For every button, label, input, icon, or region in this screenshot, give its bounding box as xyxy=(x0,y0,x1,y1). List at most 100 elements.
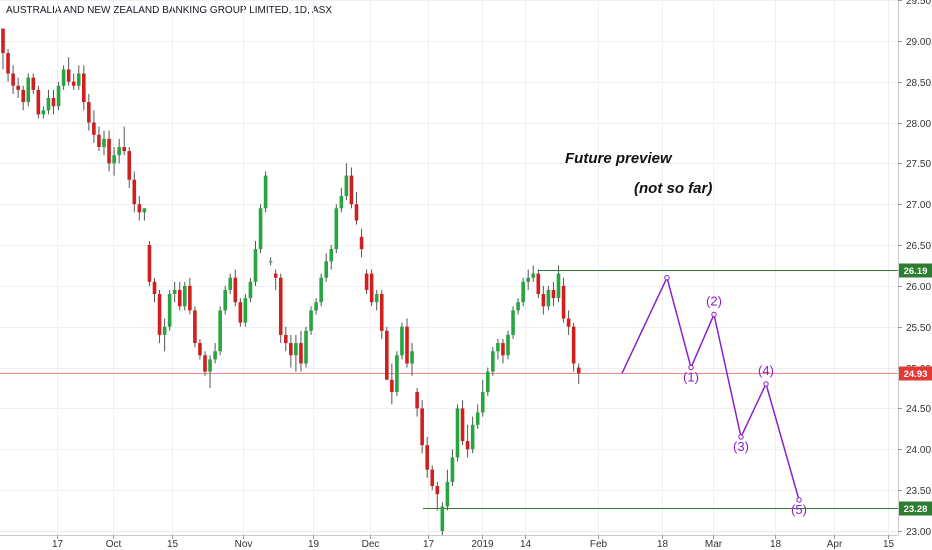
candle-up xyxy=(526,269,530,290)
candle-down xyxy=(420,400,424,454)
candle-down xyxy=(1,28,5,70)
y-tick-label: 23.00 xyxy=(906,527,931,538)
candle-body xyxy=(551,289,556,299)
chart-title: AUSTRALIA AND NEW ZEALAND BANKING GROUP … xyxy=(6,5,333,16)
candle-body xyxy=(435,485,440,495)
y-tick-label: 26.00 xyxy=(906,282,931,293)
candle-body xyxy=(395,355,399,393)
candle-down xyxy=(177,281,182,311)
price-tag-current: 24.93 xyxy=(899,366,932,381)
candle-up xyxy=(334,204,339,254)
y-tick-label: 29.00 xyxy=(906,37,931,48)
wave-label: (1) xyxy=(683,370,699,385)
candle-down xyxy=(541,285,546,315)
candle-body xyxy=(304,330,308,364)
candle-body xyxy=(152,281,157,295)
candle-up xyxy=(56,81,61,111)
candle-body xyxy=(450,457,455,482)
candle-body xyxy=(71,81,76,86)
candle-body xyxy=(61,69,66,86)
candle-body xyxy=(359,236,364,250)
price-tag-text: 23.28 xyxy=(904,504,928,515)
candle-down xyxy=(137,196,142,221)
annotation-text: (not so far) xyxy=(634,180,712,197)
candle-body xyxy=(541,294,546,307)
candle-up xyxy=(455,404,460,462)
candle-body xyxy=(248,281,253,299)
candle-body xyxy=(31,77,36,90)
candle-up xyxy=(183,281,187,311)
candle-up xyxy=(556,265,561,303)
candle-body xyxy=(390,379,394,393)
candle-up xyxy=(531,265,536,282)
x-tick-label: Nov xyxy=(235,539,253,550)
y-tick-label: 26.50 xyxy=(906,241,931,252)
candle-up xyxy=(480,379,485,417)
candle-up xyxy=(117,138,121,164)
candle-body xyxy=(430,469,435,486)
candle-down xyxy=(233,269,238,307)
candle-body xyxy=(314,302,318,311)
candle-body xyxy=(147,245,152,282)
candle-down xyxy=(349,167,354,209)
candle-down xyxy=(405,318,409,368)
candle-body xyxy=(400,326,404,356)
candle-up xyxy=(294,334,298,372)
candle-down xyxy=(460,400,465,446)
candle-up xyxy=(223,285,227,315)
candle-down xyxy=(127,147,132,188)
candle-up xyxy=(486,367,490,397)
candle-body xyxy=(107,138,111,164)
y-tick-label: 24.50 xyxy=(906,404,931,415)
x-tick-label: 17 xyxy=(52,539,64,550)
candle-up xyxy=(410,343,414,376)
candle-body xyxy=(556,273,561,299)
candle-up xyxy=(213,343,217,364)
candle-body xyxy=(16,85,20,90)
candle-body xyxy=(480,392,485,413)
candle-down xyxy=(536,269,541,299)
candle-up xyxy=(319,273,323,307)
candle-body xyxy=(203,355,207,372)
candle-body xyxy=(66,69,71,82)
candle-down xyxy=(198,338,202,360)
candle-down xyxy=(273,269,278,290)
wave-label: (5) xyxy=(791,502,807,517)
candle-up xyxy=(142,208,147,221)
candle-body xyxy=(51,98,56,107)
x-tick-label: 14 xyxy=(520,539,532,550)
candle-body xyxy=(6,53,10,74)
candle-body xyxy=(526,277,530,282)
candle-body xyxy=(278,277,283,335)
wave-node xyxy=(688,364,694,371)
candle-body xyxy=(324,261,328,278)
candle-down xyxy=(551,281,556,307)
candle-body xyxy=(87,102,91,123)
candle-body xyxy=(223,289,227,311)
candle-down xyxy=(390,363,394,405)
candle-body xyxy=(92,122,96,135)
candle-down xyxy=(369,269,374,307)
candle-body xyxy=(470,424,475,450)
candle-up xyxy=(304,326,308,368)
candle-up xyxy=(496,338,500,360)
candle-down xyxy=(193,306,197,348)
candle-down xyxy=(71,73,76,90)
wave-label: (3) xyxy=(733,439,749,454)
x-tick-label: 2019 xyxy=(471,539,494,550)
candle-body xyxy=(486,371,490,393)
candle-up xyxy=(374,289,379,311)
candle-up xyxy=(450,449,455,486)
candle-down xyxy=(354,191,359,225)
y-tick-label: 28.00 xyxy=(906,119,931,130)
candle-down xyxy=(425,436,429,478)
x-tick-label: 17 xyxy=(423,539,435,550)
candle-body xyxy=(299,343,303,364)
price-tag-bg xyxy=(899,366,932,381)
candle-up xyxy=(546,285,551,311)
candle-down xyxy=(122,126,126,156)
candle-up xyxy=(470,416,475,454)
candle-body xyxy=(440,506,445,531)
candle-body xyxy=(11,73,15,86)
